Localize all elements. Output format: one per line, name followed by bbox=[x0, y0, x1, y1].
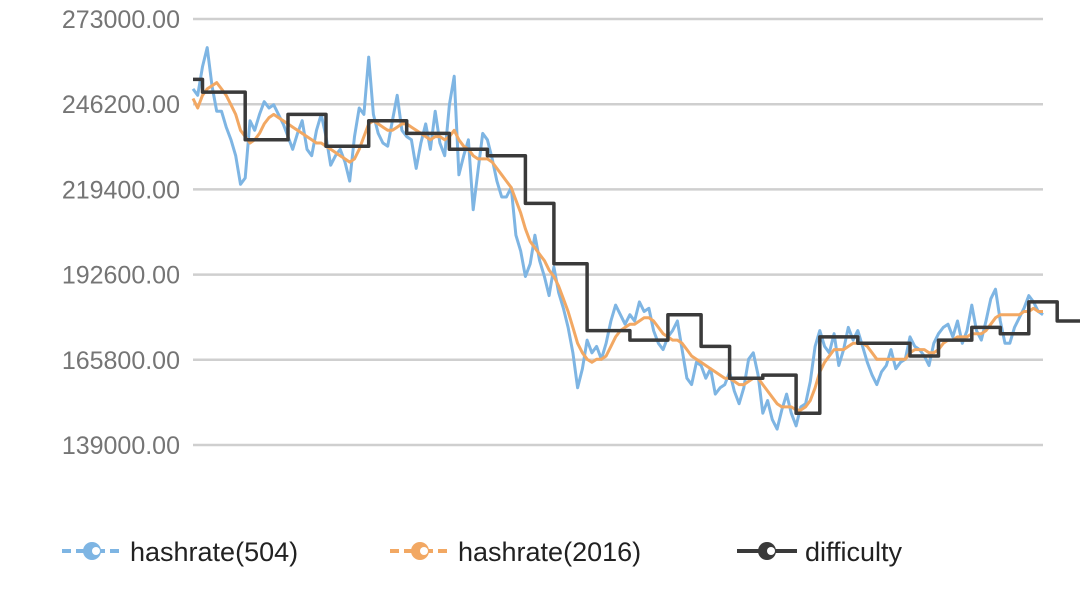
legend-item-hashrate-2016[interactable]: hashrate(2016) bbox=[390, 537, 641, 567]
y-tick-label: 273000.00 bbox=[62, 6, 180, 34]
y-tick-label: 219400.00 bbox=[62, 176, 180, 204]
legend-swatch-marker-cutout bbox=[92, 547, 100, 555]
series-lines bbox=[191, 46, 1080, 431]
series-line-difficulty bbox=[193, 77, 1080, 415]
legend-label: difficulty bbox=[805, 537, 903, 567]
y-tick-label: 246200.00 bbox=[62, 91, 180, 119]
series-line-hashrate-2016 bbox=[191, 81, 1043, 412]
series-line-hashrate-504 bbox=[191, 46, 1044, 431]
legend-label: hashrate(504) bbox=[130, 537, 298, 567]
y-tick-label: 165800.00 bbox=[62, 347, 180, 375]
y-tick-label: 139000.00 bbox=[62, 432, 180, 460]
legend-label: hashrate(2016) bbox=[458, 537, 641, 567]
legend[interactable]: hashrate(504) hashrate(2016) difficulty bbox=[62, 537, 903, 567]
y-axis-tick-labels: 139000.00 165800.00 192600.00 219400.00 2462… bbox=[62, 6, 180, 460]
legend-swatch-marker-cutout bbox=[420, 547, 428, 555]
grid-lines bbox=[193, 17, 1043, 447]
legend-swatch-marker-cutout bbox=[767, 547, 775, 555]
y-tick-label: 192600.00 bbox=[62, 262, 180, 290]
legend-item-hashrate-504[interactable]: hashrate(504) bbox=[62, 537, 298, 567]
legend-item-difficulty[interactable]: difficulty bbox=[737, 537, 903, 567]
